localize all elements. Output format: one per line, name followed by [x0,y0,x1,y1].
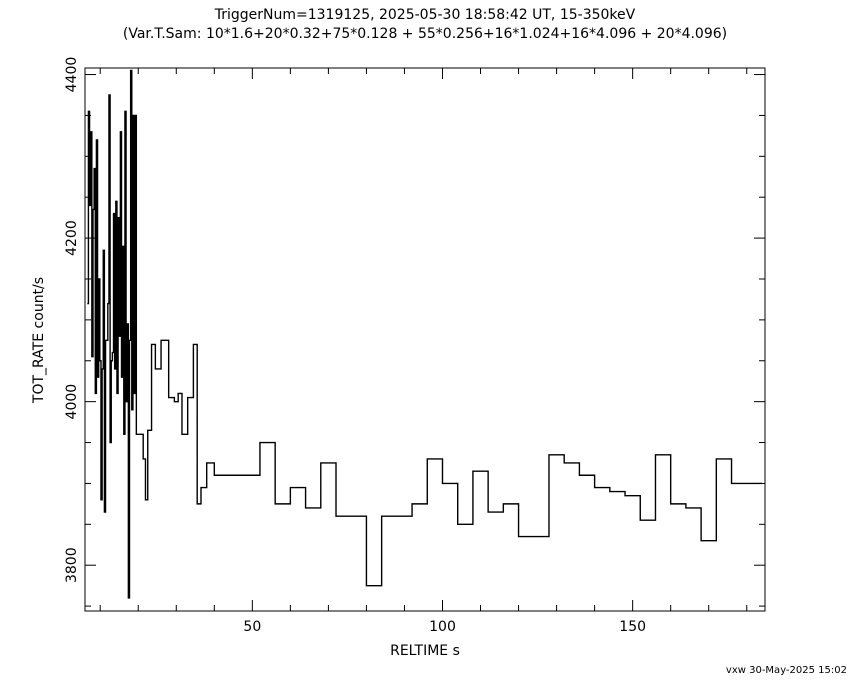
chart-subtitle: (Var.T.Sam: 10*1.6+20*0.32+75*0.128 + 55… [123,26,727,42]
y-axis-label: TOT_RATE count/s [31,277,47,404]
series-line [87,69,762,599]
x-tick-label: 150 [619,619,646,635]
x-axis-label: RELTIME s [390,643,460,659]
plot-frame [84,67,766,612]
y-tick-label: 4400 [64,57,80,93]
y-tick-label: 4000 [64,384,80,420]
chart-title: TriggerNum=1319125, 2025-05-30 18:58:42 … [214,7,636,23]
x-tick-label: 100 [429,619,456,635]
y-tick-label: 3800 [64,547,80,583]
footer-stamp: vxw 30-May-2025 15:02 [726,665,847,676]
axes: 50 100 150 3800 4000 4200 4400 [64,57,765,635]
y-tick-label: 4200 [64,220,80,256]
series-layer [87,69,762,599]
x-tick-label: 50 [243,619,261,635]
